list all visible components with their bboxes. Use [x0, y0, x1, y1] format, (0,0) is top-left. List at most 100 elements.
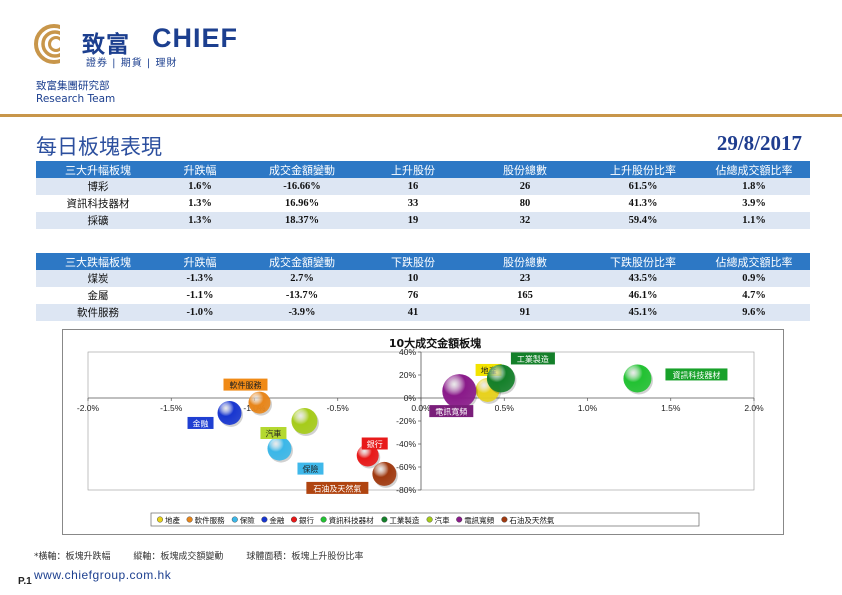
column-header: 升跌幅	[160, 253, 240, 270]
footer-website-link[interactable]: www.chiefgroup.com.hk	[34, 568, 172, 582]
cell: 9.6%	[698, 304, 810, 321]
legend-item: 金融	[269, 515, 284, 525]
bubble-3	[217, 400, 242, 425]
bubble-5	[623, 364, 652, 393]
column-header: 股份總數	[462, 253, 588, 270]
x-tick-label: 2.0%	[744, 403, 764, 413]
column-header: 三大升幅板塊	[36, 161, 160, 178]
cell: 46.1%	[588, 287, 698, 304]
legend-item: 保險	[240, 515, 255, 525]
cell: 41	[364, 304, 462, 321]
column-header: 成交金額變動	[240, 253, 364, 270]
cell: 16.96%	[240, 195, 364, 212]
x-tick-label: 1.0%	[578, 403, 598, 413]
bubble-label-box	[223, 378, 268, 391]
bubble-label-box	[297, 462, 324, 475]
company-logo: 致富 CHIEF 證券 | 期貨 | 理財	[34, 22, 244, 69]
y-tick-label: 0%	[404, 393, 417, 403]
cell: 76	[364, 287, 462, 304]
legend-marker	[426, 516, 433, 523]
legend-marker	[156, 516, 163, 523]
page-number: P.1	[18, 576, 32, 587]
cell: 41.3%	[588, 195, 698, 212]
legend-item: 工業製造	[389, 515, 419, 525]
logo-english-name: CHIEF	[152, 23, 238, 53]
column-header: 三大跌幅板塊	[36, 253, 160, 270]
cell: 1.8%	[698, 178, 810, 195]
y-tick-label: 20%	[399, 370, 416, 380]
table-header-row: 三大升幅板塊 升跌幅 成交金額變動 上升股份 股份總數 上升股份比率 佔總成交額…	[36, 161, 810, 178]
logo-chinese-name: 致富	[82, 32, 130, 58]
bubble-1	[248, 391, 271, 414]
cell: 16	[364, 178, 462, 195]
table-row: 資訊科技器材 1.3% 16.96% 33 80 41.3% 3.9%	[36, 195, 810, 212]
cell: 165	[462, 287, 588, 304]
cell: 1.3%	[160, 212, 240, 229]
x-tick-label: 0.0%	[411, 403, 431, 413]
bubble-label-box	[429, 405, 474, 418]
cell: 80	[462, 195, 588, 212]
table-row: 金屬 -1.1% -13.7% 76 165 46.1% 4.7%	[36, 287, 810, 304]
column-header: 上升股份比率	[588, 161, 698, 178]
cell: -1.0%	[160, 304, 240, 321]
legend-item: 銀行	[299, 515, 314, 525]
cell: 23	[462, 270, 588, 287]
bubble-label-box	[306, 481, 369, 494]
sector-name: 資訊科技器材	[36, 195, 160, 212]
department-block: 致富集團研究部 Research Team	[36, 80, 115, 106]
department-cn: 致富集團研究部	[36, 80, 110, 92]
bubble-label-box	[665, 368, 728, 381]
cell: 26	[462, 178, 588, 195]
legend-marker	[231, 516, 238, 523]
chart-footnote: *橫軸：板塊升跌幅 縱軸：板塊成交額變動 球體面積：板塊上升股份比率	[34, 549, 363, 562]
cell: -16.66%	[240, 178, 364, 195]
legend-item: 電訊寬頻	[464, 515, 494, 525]
top-rise-sectors-table: 三大升幅板塊 升跌幅 成交金額變動 上升股份 股份總數 上升股份比率 佔總成交額…	[36, 161, 810, 229]
bubble-label: 資訊科技器材	[672, 370, 720, 380]
cell: 0.9%	[698, 270, 810, 287]
bubble-label: 銀行	[367, 439, 383, 449]
report-date: 29/8/2017	[716, 131, 802, 155]
footnote-y-axis: 縱軸：板塊成交額變動	[133, 552, 224, 562]
x-tick-label: -2.0%	[77, 403, 100, 413]
cell: 33	[364, 195, 462, 212]
y-tick-label: -60%	[396, 462, 416, 472]
legend-marker	[290, 516, 297, 523]
column-header: 下跌股份	[364, 253, 462, 270]
cell: 10	[364, 270, 462, 287]
cell: 45.1%	[588, 304, 698, 321]
cell: 32	[462, 212, 588, 229]
legend-marker	[501, 516, 508, 523]
sector-name: 軟件服務	[36, 304, 160, 321]
legend-item: 汽車	[435, 515, 450, 525]
table-row: 煤炭 -1.3% 2.7% 10 23 43.5% 0.9%	[36, 270, 810, 287]
header-divider	[0, 114, 842, 117]
cell: 43.5%	[588, 270, 698, 287]
x-tick-label: -0.5%	[327, 403, 350, 413]
cell: -1.1%	[160, 287, 240, 304]
bubble-label: 保險	[302, 464, 318, 474]
table-row: 博彩 1.6% -16.66% 16 26 61.5% 1.8%	[36, 178, 810, 195]
bubble-label-box	[187, 416, 214, 429]
x-tick-label: -1.5%	[160, 403, 183, 413]
cell: 1.1%	[698, 212, 810, 229]
x-tick-label: 1.5%	[661, 403, 681, 413]
column-header: 下跌股份比率	[588, 253, 698, 270]
legend-item: 地產	[165, 515, 180, 525]
legend-item: 石油及天然氣	[509, 515, 554, 525]
column-header: 股份總數	[462, 161, 588, 178]
bubble-label: 電訊寬頻	[435, 407, 467, 417]
chart-title: 10大成交金額板塊	[389, 336, 481, 350]
table-row: 軟件服務 -1.0% -3.9% 41 91 45.1% 9.6%	[36, 304, 810, 321]
cell: 2.7%	[240, 270, 364, 287]
bubble-4	[356, 444, 379, 467]
footnote-x-axis: *橫軸：板塊升跌幅	[34, 552, 111, 562]
bubble-chart: 10大成交金額板塊-2.0%-1.5%-1.0%-0.5%0.0%0.5%1.0…	[62, 329, 784, 535]
footnote-bubble-size: 球體面積：板塊上升股份比率	[246, 552, 364, 562]
y-tick-label: -80%	[396, 485, 416, 495]
department-en: Research Team	[36, 93, 116, 105]
cell: 19	[364, 212, 462, 229]
bubble-label: 地產	[481, 365, 497, 375]
cell: 1.6%	[160, 178, 240, 195]
column-header: 佔總成交額比率	[698, 253, 810, 270]
